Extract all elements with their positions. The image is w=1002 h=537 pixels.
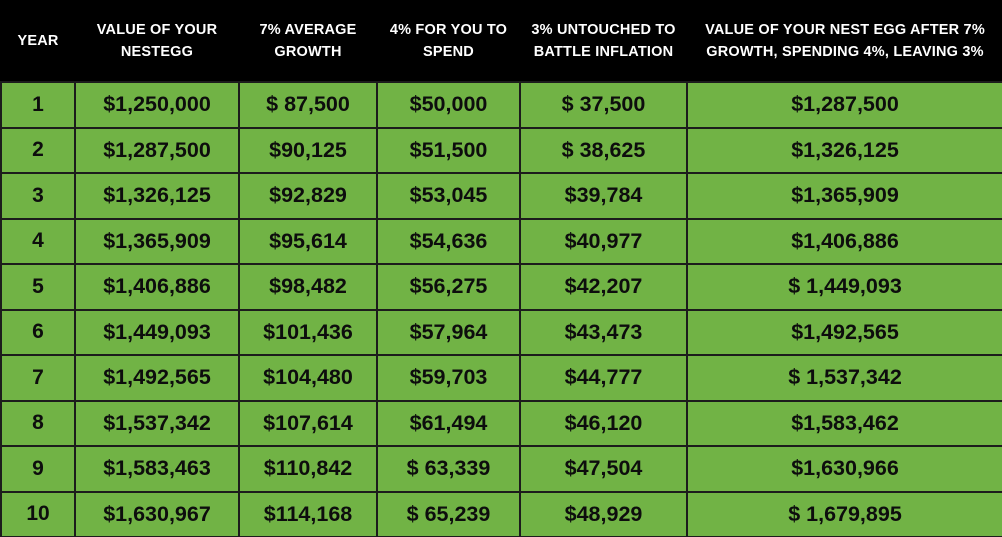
value-after-cell: $1,406,886	[686, 217, 1002, 265]
year-cell: 7	[0, 354, 76, 402]
nestegg-value-cell: $1,583,463	[74, 445, 240, 493]
growth-cell: $ 87,500	[238, 81, 378, 129]
header-spend: 4% FOR YOU TO SPEND	[377, 0, 520, 82]
spend-cell: $59,703	[376, 354, 521, 402]
header-average-growth: 7% AVERAGE GROWTH	[239, 0, 377, 82]
header-spend-line-2: SPEND	[423, 43, 474, 60]
header-nestegg-value-line-2: NESTEGG	[120, 43, 194, 60]
header-year-line-1: YEAR	[17, 32, 59, 49]
year-cell: 9	[0, 445, 76, 493]
spend-cell: $57,964	[376, 308, 521, 356]
spend-cell: $53,045	[376, 172, 521, 220]
nestegg-value-cell: $1,630,967	[74, 490, 240, 537]
nestegg-value-cell: $1,365,909	[74, 217, 240, 265]
year-cell: 5	[0, 263, 76, 311]
table-row: 10 $1,630,967 $114,168 $ 65,239 $48,929 …	[0, 490, 1002, 537]
header-inflation-line-2: BATTLE INFLATION	[533, 43, 674, 60]
value-after-cell: $1,326,125	[686, 126, 1002, 174]
spend-cell: $56,275	[376, 263, 521, 311]
spend-cell: $54,636	[376, 217, 521, 265]
inflation-cell: $43,473	[519, 308, 688, 356]
nestegg-value-cell: $1,449,093	[74, 308, 240, 356]
year-cell: 2	[0, 126, 76, 174]
header-nestegg-value-line-1: VALUE OF YOUR	[96, 21, 218, 38]
value-after-cell: $1,630,966	[686, 445, 1002, 493]
growth-cell: $110,842	[238, 445, 378, 493]
inflation-cell: $46,120	[519, 399, 688, 447]
value-after-cell: $ 1,449,093	[686, 263, 1002, 311]
nestegg-value-cell: $1,250,000	[74, 81, 240, 129]
nestegg-value-cell: $1,326,125	[74, 172, 240, 220]
spend-cell: $61,494	[376, 399, 521, 447]
header-value-after: VALUE OF YOUR NEST EGG AFTER 7% GROWTH, …	[687, 0, 1002, 82]
inflation-cell: $39,784	[519, 172, 688, 220]
growth-cell: $101,436	[238, 308, 378, 356]
nestegg-value-cell: $1,537,342	[74, 399, 240, 447]
value-after-cell: $1,287,500	[686, 81, 1002, 129]
table-header: YEAR VALUE OF YOUR NESTEGG 7% AVERAGE GR…	[1, 0, 1002, 82]
value-after-cell: $1,365,909	[686, 172, 1002, 220]
growth-cell: $104,480	[238, 354, 378, 402]
value-after-cell: $1,492,565	[686, 308, 1002, 356]
header-value-after-line-1: VALUE OF YOUR NEST EGG AFTER 7%	[705, 21, 985, 38]
growth-cell: $90,125	[238, 126, 378, 174]
year-cell: 10	[0, 490, 76, 537]
header-inflation-line-1: 3% UNTOUCHED TO	[531, 21, 676, 38]
year-cell: 4	[0, 217, 76, 265]
table-row: 4 $1,365,909 $95,614 $54,636 $40,977 $1,…	[0, 217, 1002, 265]
inflation-cell: $44,777	[519, 354, 688, 402]
value-after-cell: $ 1,537,342	[686, 354, 1002, 402]
year-cell: 8	[0, 399, 76, 447]
nestegg-value-cell: $1,492,565	[74, 354, 240, 402]
header-spend-line-1: 4% FOR YOU TO	[389, 21, 508, 38]
header-row: YEAR VALUE OF YOUR NESTEGG 7% AVERAGE GR…	[1, 0, 1002, 82]
table-row: 5 $1,406,886 $98,482 $56,275 $42,207 $ 1…	[0, 263, 1002, 311]
table-row: 2 $1,287,500 $90,125 $51,500 $ 38,625 $1…	[0, 126, 1002, 174]
inflation-cell: $47,504	[519, 445, 688, 493]
spend-cell: $ 63,339	[376, 445, 521, 493]
inflation-cell: $42,207	[519, 263, 688, 311]
nestegg-value-cell: $1,287,500	[74, 126, 240, 174]
header-average-growth-line-2: GROWTH	[274, 43, 342, 60]
inflation-cell: $40,977	[519, 217, 688, 265]
spend-cell: $ 65,239	[376, 490, 521, 537]
table-row: 6 $1,449,093 $101,436 $57,964 $43,473 $1…	[0, 308, 1002, 356]
year-cell: 1	[0, 81, 76, 129]
header-year: YEAR	[1, 0, 75, 82]
table-row: 7 $1,492,565 $104,480 $59,703 $44,777 $ …	[0, 354, 1002, 402]
table-body: 1 $1,250,000 $ 87,500 $50,000 $ 37,500 $…	[0, 81, 1002, 537]
inflation-cell: $ 38,625	[519, 126, 688, 174]
header-nestegg-value: VALUE OF YOUR NESTEGG	[75, 0, 239, 82]
growth-cell: $107,614	[238, 399, 378, 447]
spend-cell: $51,500	[376, 126, 521, 174]
header-value-after-line-2: GROWTH, SPENDING 4%, LEAVING 3%	[706, 43, 984, 60]
value-after-cell: $ 1,679,895	[686, 490, 1002, 537]
header-average-growth-line-1: 7% AVERAGE	[259, 21, 357, 38]
header-inflation: 3% UNTOUCHED TO BATTLE INFLATION	[520, 0, 687, 82]
table-row: 8 $1,537,342 $107,614 $61,494 $46,120 $1…	[0, 399, 1002, 447]
table-row: 9 $1,583,463 $110,842 $ 63,339 $47,504 $…	[0, 445, 1002, 493]
year-cell: 6	[0, 308, 76, 356]
growth-cell: $95,614	[238, 217, 378, 265]
inflation-cell: $ 37,500	[519, 81, 688, 129]
year-cell: 3	[0, 172, 76, 220]
inflation-cell: $48,929	[519, 490, 688, 537]
table-row: 1 $1,250,000 $ 87,500 $50,000 $ 37,500 $…	[0, 81, 1002, 129]
nestegg-value-cell: $1,406,886	[74, 263, 240, 311]
growth-cell: $92,829	[238, 172, 378, 220]
growth-cell: $98,482	[238, 263, 378, 311]
growth-cell: $114,168	[238, 490, 378, 537]
value-after-cell: $1,583,462	[686, 399, 1002, 447]
spend-cell: $50,000	[376, 81, 521, 129]
table-row: 3 $1,326,125 $92,829 $53,045 $39,784 $1,…	[0, 172, 1002, 220]
